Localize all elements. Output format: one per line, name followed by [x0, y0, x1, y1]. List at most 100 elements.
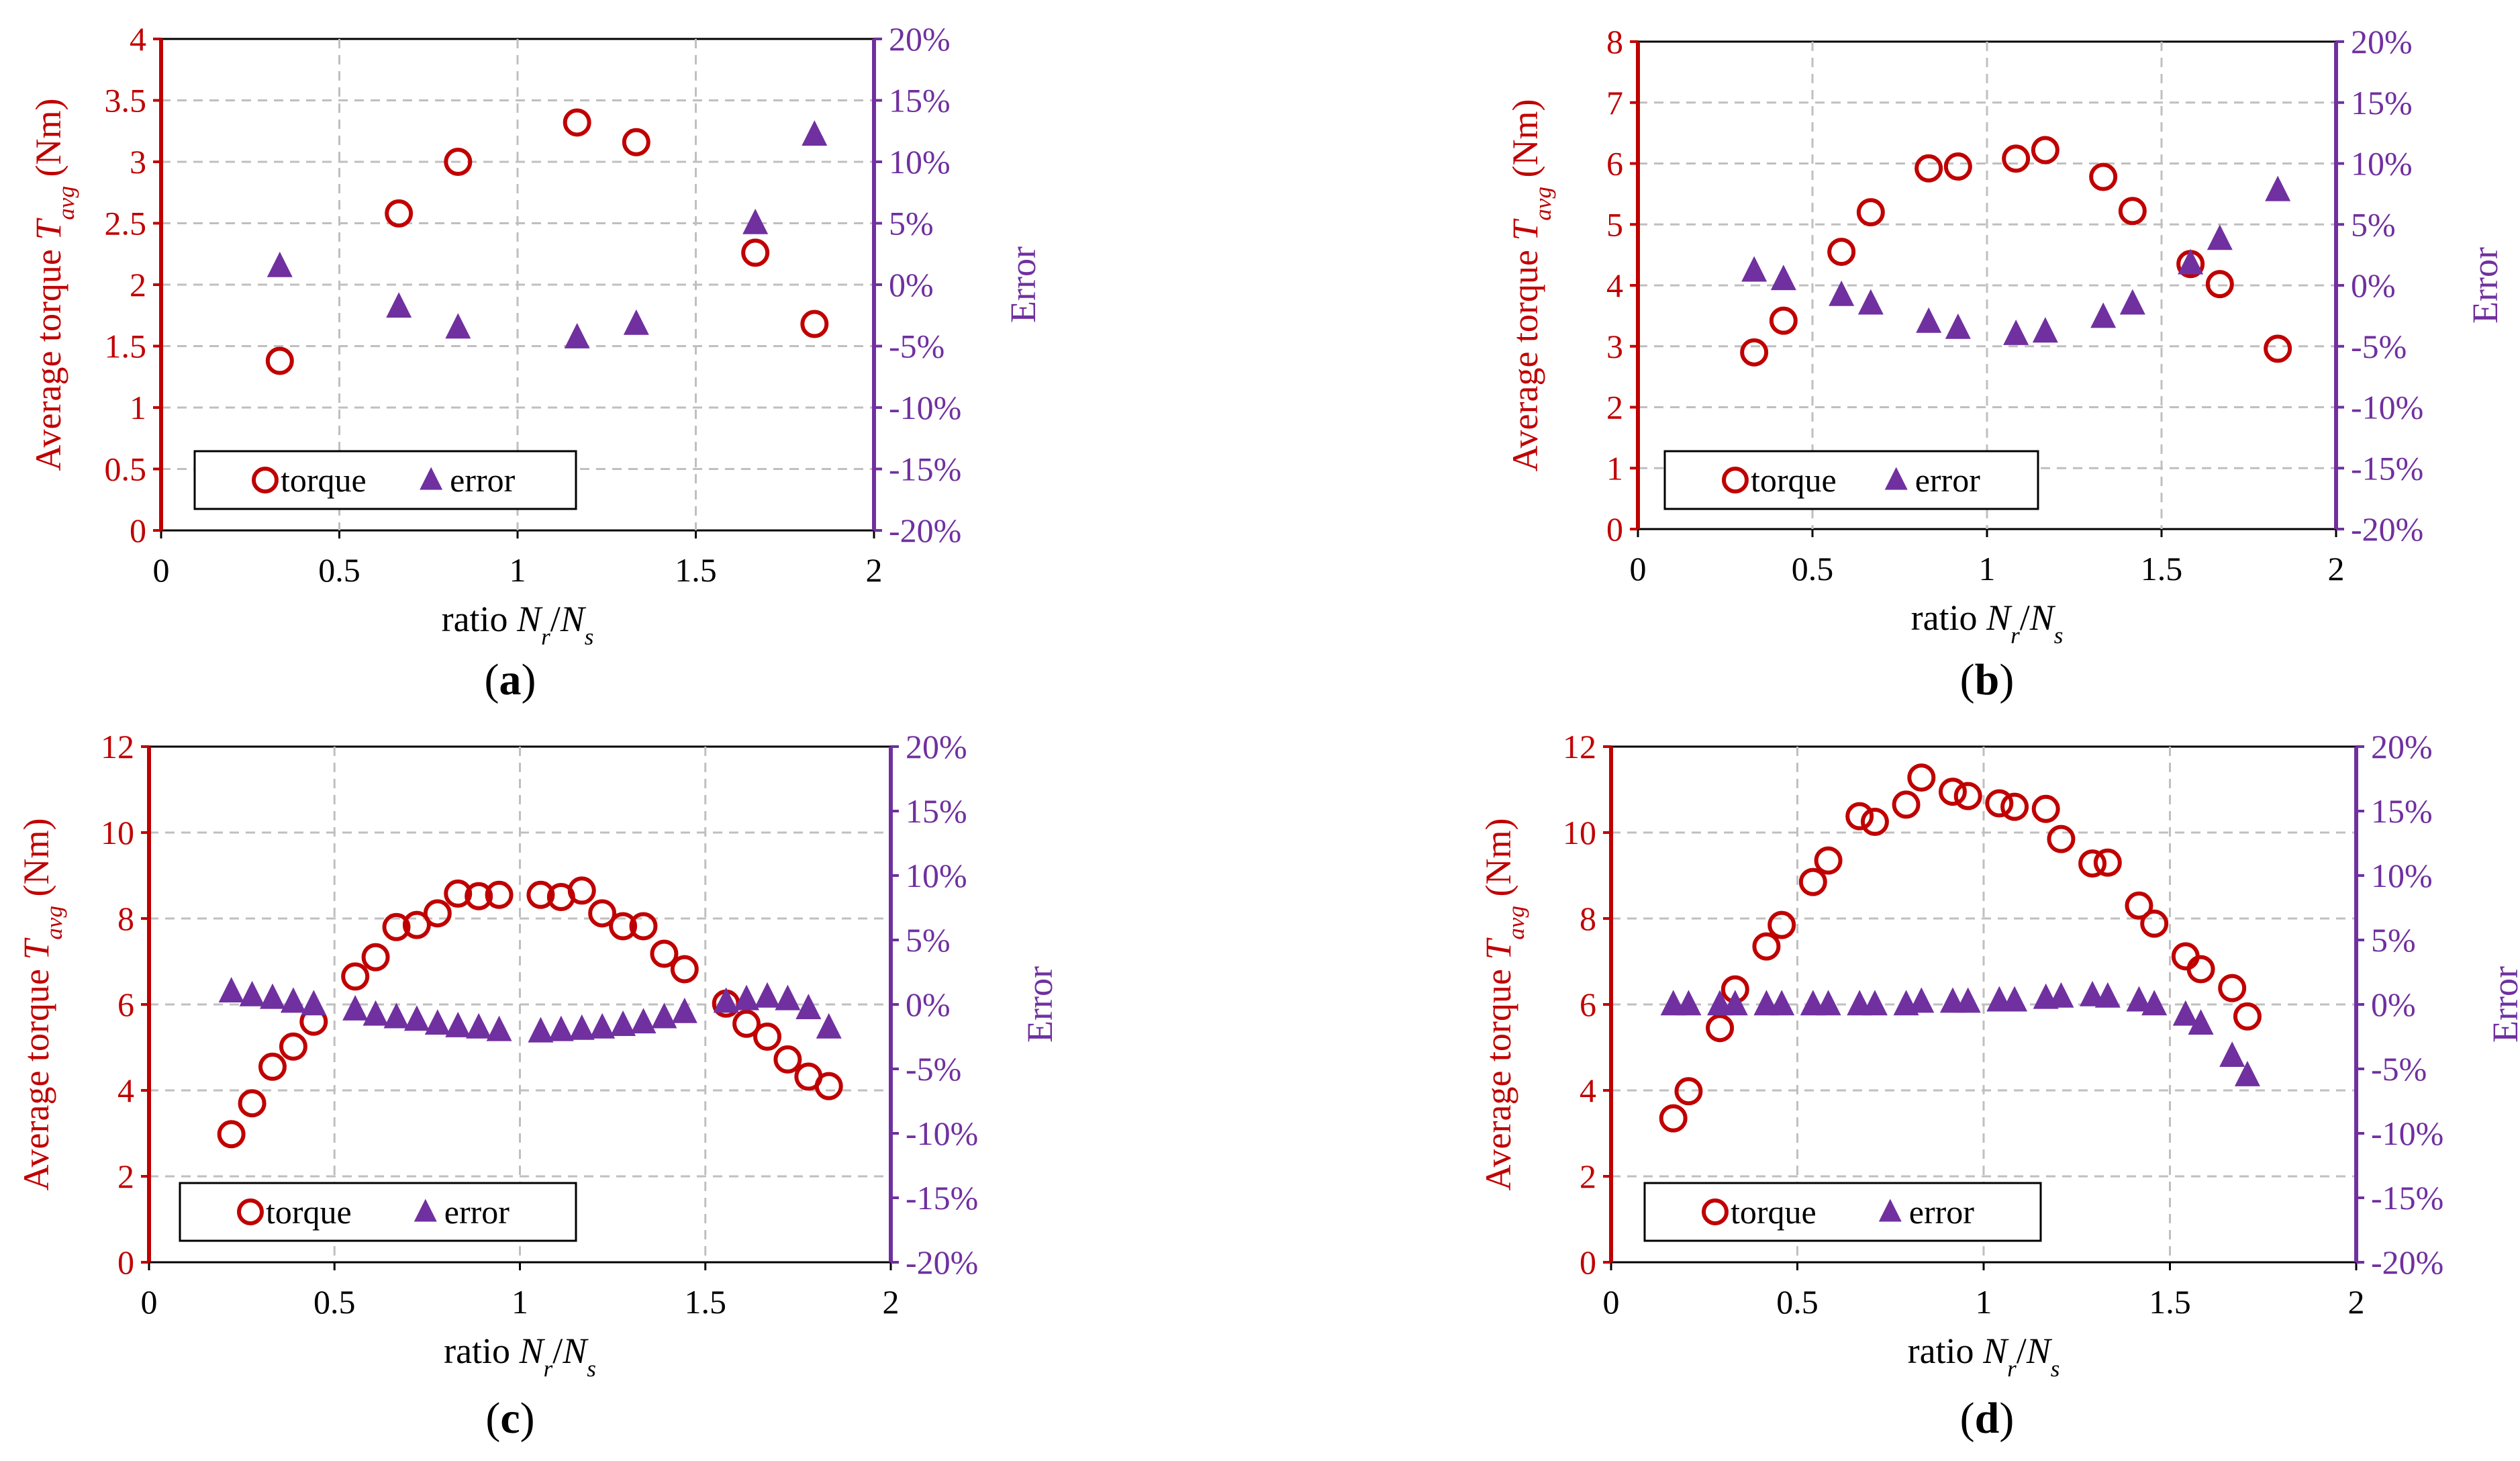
legend-error-marker	[420, 467, 443, 490]
error-point	[2002, 986, 2028, 1012]
right-y-tick-label: 0%	[2371, 986, 2416, 1023]
x-tick-label: 1.5	[685, 1283, 727, 1321]
error-point	[2126, 986, 2152, 1012]
left-y-axis-title: Average torque Tavg (Nm)	[28, 99, 79, 471]
torque-point	[1706, 1014, 1735, 1043]
left-y-axis-title: Average torque Tavg (Nm)	[16, 818, 67, 1191]
error-point	[383, 1002, 409, 1029]
right-y-tick-label: -15%	[2371, 1179, 2443, 1217]
legend-box	[1663, 450, 2039, 510]
right-y-tick-label: 15%	[889, 82, 951, 120]
torque-point	[2140, 909, 2169, 938]
torque-point	[1985, 789, 2014, 818]
torque-point	[1659, 1104, 1688, 1133]
legend-error-marker	[1884, 467, 1908, 490]
error-point	[610, 1010, 636, 1036]
left-y-tick-label: 2	[1606, 389, 1623, 426]
error-point	[386, 292, 412, 318]
legend-error-label: error	[444, 1193, 510, 1231]
error-point	[2090, 302, 2117, 328]
error-point	[2032, 317, 2058, 343]
torque-point	[1938, 777, 1967, 806]
right-y-tick-label: 10%	[2371, 857, 2433, 894]
torque-point	[1752, 932, 1781, 961]
legend-torque-label: torque	[266, 1193, 352, 1231]
error-point	[1815, 990, 1841, 1016]
left-y-tick-label: 7	[1606, 84, 1623, 122]
right-y-tick-label: -5%	[906, 1050, 961, 1088]
legend-torque-label: torque	[281, 461, 367, 499]
right-y-tick-label: 20%	[2371, 728, 2433, 765]
left-y-tick-label: 0	[1606, 510, 1623, 548]
x-tick-label: 1.5	[2141, 550, 2183, 587]
error-point	[713, 987, 739, 1013]
panel-label-b: (b)	[1959, 655, 2015, 704]
torque-point	[385, 199, 414, 228]
torque-point	[402, 910, 431, 939]
torque-point	[2002, 144, 2031, 173]
error-point	[2172, 1000, 2198, 1026]
torque-point	[2233, 1002, 2262, 1031]
error-point	[2234, 1060, 2260, 1086]
chart-a: 0 0.5 1 1.5 2 0 0.5 1 1.5 2 2.5 3 3.5 4 -20% -15% -10% -5…	[28, 20, 1043, 650]
error-point	[589, 1012, 616, 1039]
right-y-tick-label: -10%	[906, 1115, 978, 1152]
left-y-tick-label: 6	[1580, 986, 1596, 1023]
torque-point	[814, 1072, 843, 1100]
legend-error-marker	[1878, 1198, 1902, 1222]
error-point	[2265, 175, 2291, 201]
x-tick-label: 0	[1603, 1283, 1620, 1321]
legend-error-label: error	[1909, 1193, 1974, 1231]
legend-error-label: error	[1915, 461, 1980, 499]
right-y-tick-label: -10%	[2351, 389, 2423, 426]
chart-d: 0 0.5 1 1.5 2 0 2 4 6 8 10 12 -20% -15% -10% -5% 0% 5% 10%…	[1478, 728, 2520, 1382]
left-y-tick-label: 6	[117, 986, 134, 1023]
torque-point	[1814, 846, 1843, 875]
error-point	[259, 983, 285, 1009]
x-tick-label: 1	[1976, 1283, 1992, 1321]
torque-point	[1827, 238, 1856, 267]
torque-point	[361, 943, 390, 972]
torque-point	[588, 899, 617, 928]
torque-point	[238, 1089, 266, 1118]
torque-point	[1845, 802, 1874, 831]
right-y-tick-label: 15%	[2371, 792, 2433, 830]
x-tick-label: 1.5	[2149, 1283, 2191, 1321]
torque-point	[2186, 955, 2215, 984]
series-torque	[1659, 763, 2262, 1133]
error-point	[1722, 990, 1748, 1016]
torque-point	[567, 876, 596, 905]
torque-point	[1915, 154, 1943, 183]
x-axis-title: ratio Nr/Ns	[442, 599, 594, 650]
right-y-tick-label: 10%	[2351, 145, 2413, 183]
right-y-tick-label: 5%	[2351, 205, 2396, 243]
chart-c: 0 0.5 1 1.5 2 0 2 4 6 8 10 12 -20% -15% -10% -5% 0% 5% 10%…	[16, 728, 1060, 1382]
error-point	[2141, 990, 2168, 1016]
x-tick-label: 0	[141, 1283, 158, 1321]
left-y-axis-title: Average torque Tavg (Nm)	[1505, 99, 1556, 472]
error-point	[630, 1008, 657, 1034]
error-point	[651, 1002, 677, 1029]
torque-point	[1953, 782, 1982, 810]
torque-point	[2125, 891, 2153, 920]
x-tick-label: 1	[510, 551, 526, 589]
torque-point	[732, 1009, 761, 1038]
x-axis-title: ratio Nr/Ns	[444, 1331, 596, 1382]
error-point	[301, 990, 327, 1016]
torque-point	[2031, 136, 2059, 164]
error-point	[2003, 319, 2029, 345]
error-point	[2178, 248, 2204, 275]
right-y-tick-label: -15%	[2351, 449, 2423, 487]
right-y-tick-label: 20%	[2351, 23, 2413, 60]
error-point	[266, 251, 293, 277]
error-point	[1861, 990, 1888, 1016]
right-y-tick-label: -20%	[2371, 1243, 2443, 1281]
left-y-axis-title: Average torque Tavg (Nm)	[1478, 818, 1529, 1191]
error-point	[1955, 987, 1981, 1013]
right-y-tick-label: 0%	[906, 986, 951, 1023]
left-y-tick-label: 3	[1606, 328, 1623, 365]
torque-point	[1740, 338, 1769, 367]
legend-torque-marker	[1702, 1198, 1729, 1225]
legend-box	[193, 450, 577, 510]
